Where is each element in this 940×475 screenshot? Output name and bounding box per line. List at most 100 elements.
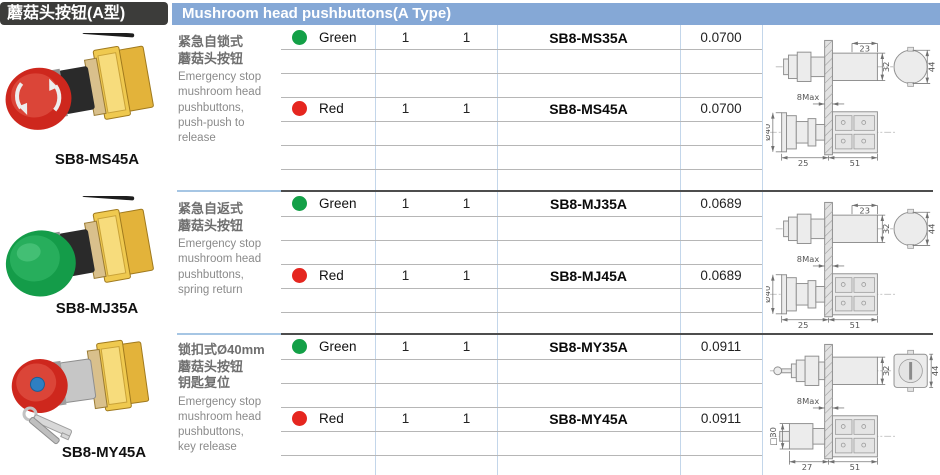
- model-number: SB8-MJ35A: [549, 196, 628, 212]
- svg-text:44: 44: [927, 62, 937, 73]
- model-number: SB8-MS45A: [549, 101, 628, 117]
- description-en-line: push-push to: [178, 116, 245, 129]
- qty-cell: 1: [462, 339, 471, 354]
- svg-text:23: 23: [859, 206, 870, 216]
- section-divider: [281, 333, 933, 335]
- description-en-line: spring return: [178, 283, 243, 296]
- color-label: Red: [319, 101, 344, 116]
- model-number: SB8-MY35A: [549, 339, 628, 355]
- svg-text:32: 32: [881, 366, 891, 377]
- description-cn-line: 紧急自锁式: [178, 34, 244, 49]
- qty-cell: 1: [462, 196, 471, 211]
- grid-hline: [281, 431, 762, 432]
- description-en-line: pushbuttons,: [178, 101, 244, 114]
- svg-text:51: 51: [850, 462, 861, 471]
- grid-hline: [281, 383, 762, 384]
- grid-hline: [281, 264, 762, 265]
- svg-text:32: 32: [881, 62, 891, 73]
- svg-text:51: 51: [850, 158, 861, 167]
- grid-hline: [281, 169, 762, 170]
- color-dot-green: [292, 339, 307, 354]
- svg-text:23: 23: [859, 44, 870, 54]
- weight-value: 0.0689: [700, 268, 742, 283]
- section-divider-blue: [177, 333, 281, 335]
- color-dot-red: [292, 268, 307, 283]
- grid-vline: [680, 25, 681, 475]
- page-title: Mushroom head pushbuttons(A Type): [172, 3, 940, 25]
- description-en-line: release: [178, 132, 216, 145]
- model-number: SB8-MY45A: [549, 411, 628, 427]
- table-row: Green 1 1 SB8-MY35A 0.0911: [281, 335, 762, 359]
- description-cn-line: 蘑菇头按钮: [178, 50, 244, 66]
- color-dot-red: [292, 101, 307, 116]
- weight-value: 0.0700: [700, 30, 742, 45]
- dimension-drawing: 23 32 44 8Max Ø40 25 51: [766, 201, 937, 329]
- grid-hline: [281, 240, 762, 241]
- grid-hline: [281, 97, 762, 98]
- color-label: Green: [319, 339, 357, 354]
- table-row: Red 1 1 SB8-MJ45A 0.0689: [281, 264, 762, 288]
- color-label: Green: [319, 196, 357, 211]
- product-photo-estop-red: [5, 33, 154, 130]
- dimension-drawing: 23 32 44 8Max Ø40 25 51: [766, 39, 937, 167]
- svg-text:25: 25: [798, 320, 809, 329]
- product-photo-mushroom-green: [5, 196, 154, 297]
- weight-value: 0.0700: [700, 101, 742, 116]
- description-cn-line: 蘑菇头按钮: [178, 358, 244, 374]
- svg-text:51: 51: [850, 320, 861, 329]
- description-cn-line: 紧急自返式: [178, 201, 244, 216]
- model-number: SB8-MJ45A: [549, 268, 628, 284]
- product-description: 紧急自返式 蘑菇头按钮 Emergency stop mushroom head…: [178, 201, 281, 298]
- svg-text:27: 27: [802, 462, 813, 471]
- weight-value: 0.0911: [700, 339, 742, 354]
- description-en-line: pushbuttons,: [178, 268, 244, 281]
- svg-text:8Max: 8Max: [797, 92, 820, 102]
- color-label: Green: [319, 30, 357, 45]
- svg-text:Ø40: Ø40: [766, 286, 772, 303]
- qty-cell: 1: [401, 101, 410, 116]
- color-dot-green: [292, 196, 307, 211]
- photo-model-label: SB8-MS45A: [54, 151, 140, 168]
- description-en-line: pushbuttons,: [178, 426, 244, 439]
- grid-hline: [281, 145, 762, 146]
- grid-hline: [281, 407, 762, 408]
- description-en-line: Emergency stop: [178, 238, 262, 250]
- svg-text:44: 44: [927, 224, 937, 235]
- section-divider: [281, 190, 933, 192]
- description-cn-line: 锁扣式Ø40mm: [178, 342, 265, 357]
- table-row: Green 1 1 SB8-MS35A 0.0700: [281, 26, 762, 50]
- qty-cell: 1: [462, 411, 471, 426]
- qty-cell: 1: [462, 268, 471, 283]
- grid-hline: [281, 216, 762, 217]
- description-cn-line: 钥匙复位: [178, 375, 231, 390]
- description-en-line: mushroom head: [178, 410, 262, 423]
- qty-cell: 1: [462, 30, 471, 45]
- grid-hline: [281, 312, 762, 313]
- svg-text:44: 44: [930, 366, 938, 377]
- photo-model-label: SB8-MY45A: [61, 444, 147, 461]
- description-cn-line: 蘑菇头按钮: [178, 217, 244, 233]
- qty-cell: 1: [401, 196, 410, 211]
- product-description: 锁扣式Ø40mm 蘑菇头按钮 钥匙复位 Emergency stop mushr…: [178, 342, 281, 456]
- product-photo-key-release: [11, 339, 150, 445]
- grid-hline: [281, 49, 762, 50]
- svg-text:Ø40: Ø40: [766, 124, 772, 141]
- qty-cell: 1: [401, 411, 410, 426]
- grid-hline: [281, 359, 762, 360]
- grid-hline: [281, 288, 762, 289]
- grid-hline: [281, 121, 762, 122]
- grid-vline: [497, 25, 498, 475]
- grid-hline: [281, 73, 762, 74]
- grid-hline: [281, 455, 762, 456]
- model-number: SB8-MS35A: [549, 30, 628, 46]
- description-en-line: key release: [178, 441, 237, 454]
- color-dot-green: [292, 30, 307, 45]
- svg-text:□30: □30: [768, 427, 778, 445]
- grid-vline: [762, 25, 763, 475]
- svg-text:8Max: 8Max: [797, 396, 820, 406]
- svg-text:8Max: 8Max: [797, 254, 820, 264]
- table-row: Red 1 1 SB8-MY45A 0.0911: [281, 407, 762, 431]
- qty-cell: 1: [401, 30, 410, 45]
- svg-text:32: 32: [881, 224, 891, 235]
- qty-cell: 1: [401, 339, 410, 354]
